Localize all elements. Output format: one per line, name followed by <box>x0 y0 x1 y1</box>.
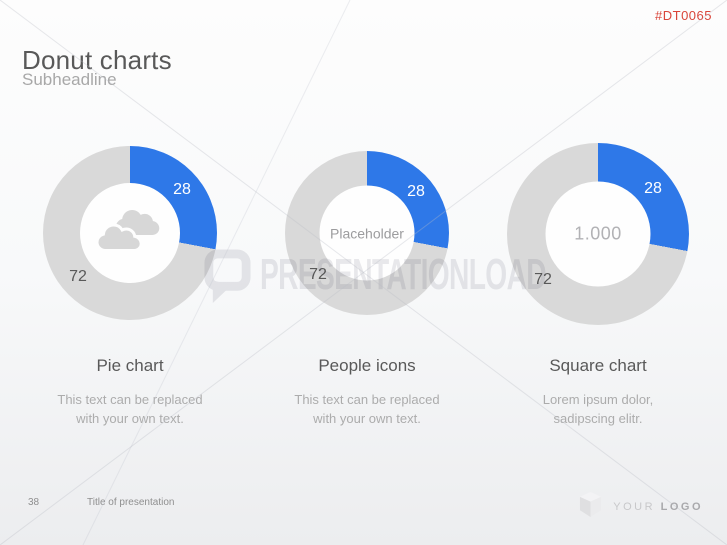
page-title: Donut charts <box>22 45 172 76</box>
donut-hole: Placeholder <box>319 185 415 281</box>
your-logo-placeholder: YOUR LOGO <box>579 491 703 523</box>
cube-logo-icon <box>579 491 602 523</box>
section-pie-chart: Pie chart This text can be replaced with… <box>15 356 245 428</box>
product-code: #DT0065 <box>655 8 712 23</box>
subheadline: Subheadline <box>22 70 117 89</box>
cloud-icon <box>95 208 165 259</box>
segment-value-gray: 72 <box>534 271 552 288</box>
logo-text: YOUR LOGO <box>613 501 703 513</box>
section-title: People icons <box>318 356 416 375</box>
donut-center-text: Placeholder <box>330 225 404 241</box>
section-title: Pie chart <box>96 356 164 375</box>
segment-value-blue: 28 <box>644 180 662 197</box>
section-desc-line1: Lorem ipsum dolor, <box>542 392 654 407</box>
donut-chart-square: 1.000 28 72 <box>507 143 689 325</box>
section-title: Square chart <box>549 356 647 375</box>
section-square-chart: Square chart Lorem ipsum dolor, sadipsci… <box>483 356 713 428</box>
donut-chart-pie: 28 72 <box>43 146 217 320</box>
presentation-title: Title of presentation <box>87 497 175 508</box>
donut-hole: 1.000 <box>545 181 651 287</box>
donut-center-number: 1.000 <box>574 223 622 244</box>
section-desc-line1: This text can be replaced <box>57 392 203 407</box>
donut-chart-people-icons: Placeholder 28 72 <box>285 151 449 315</box>
section-desc-line1: This text can be replaced <box>294 392 440 407</box>
segment-value-gray: 72 <box>309 266 327 283</box>
logo-word-your: YOUR <box>613 501 656 513</box>
donut-hole <box>80 183 180 283</box>
logo-word-logo: LOGO <box>660 501 703 513</box>
page-number: 38 <box>28 497 40 508</box>
segment-value-blue: 28 <box>407 183 425 200</box>
segment-value-gray: 72 <box>69 268 87 285</box>
section-desc-line2: sadipscing elitr. <box>553 411 643 426</box>
section-desc-line2: with your own text. <box>76 411 184 426</box>
section-people-icons: People icons This text can be replaced w… <box>252 356 482 428</box>
segment-value-blue: 28 <box>173 181 191 198</box>
section-desc-line2: with your own text. <box>313 411 421 426</box>
